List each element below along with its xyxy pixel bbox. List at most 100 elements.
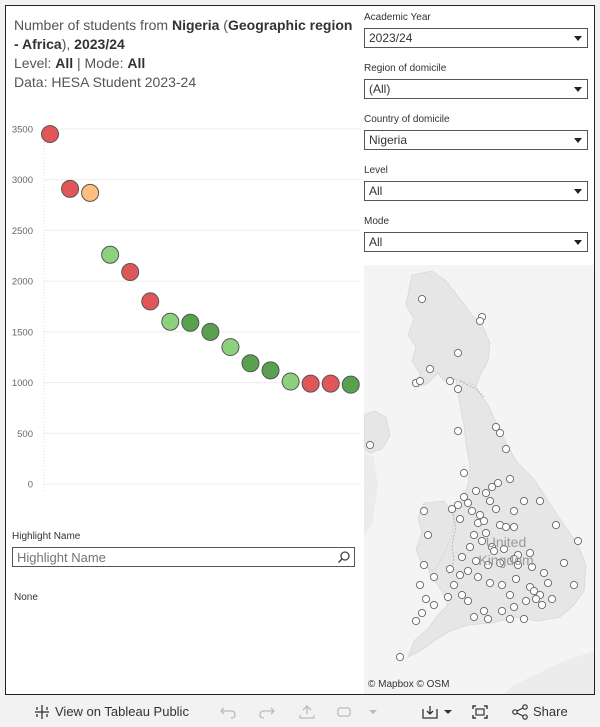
map-marker[interactable] <box>463 596 473 606</box>
chevron-down-icon[interactable] <box>574 189 582 194</box>
highlight-search-box[interactable] <box>12 547 355 567</box>
map-marker[interactable] <box>531 594 541 604</box>
data-point[interactable] <box>321 374 340 393</box>
map-marker[interactable] <box>453 500 463 510</box>
map-marker[interactable] <box>513 560 523 570</box>
map-marker[interactable] <box>459 492 469 502</box>
map-attribution[interactable]: © Mapbox © OSM <box>368 679 450 690</box>
data-point[interactable] <box>341 375 360 394</box>
data-point[interactable] <box>221 338 240 357</box>
data-point[interactable] <box>141 292 160 311</box>
map-marker[interactable] <box>419 560 429 570</box>
share-icon[interactable] <box>510 703 530 721</box>
map-marker[interactable] <box>493 478 503 488</box>
chevron-down-icon[interactable] <box>574 36 582 41</box>
filter-academic-year[interactable]: 2023/24 <box>364 28 588 48</box>
map-marker[interactable] <box>449 580 459 590</box>
map-marker[interactable] <box>467 506 477 516</box>
map-marker[interactable] <box>485 578 495 588</box>
map-marker[interactable] <box>445 376 455 386</box>
map-marker[interactable] <box>417 294 427 304</box>
undo-icon[interactable] <box>218 703 238 721</box>
uk-map[interactable]: United Kingdom © Mapbox © OSM <box>363 265 594 694</box>
data-point[interactable] <box>41 125 59 144</box>
map-marker[interactable] <box>365 440 375 450</box>
map-marker[interactable] <box>473 572 483 582</box>
data-point[interactable] <box>261 361 280 380</box>
map-marker[interactable] <box>487 482 497 492</box>
map-marker[interactable] <box>477 536 487 546</box>
map-marker[interactable] <box>497 580 507 590</box>
map-marker[interactable] <box>499 544 509 554</box>
filter-region-of-domicile[interactable]: (All) <box>364 79 588 99</box>
map-marker[interactable] <box>519 496 529 506</box>
map-marker[interactable] <box>481 488 491 498</box>
map-marker[interactable] <box>395 652 405 662</box>
search-icon[interactable] <box>337 550 351 564</box>
map-marker[interactable] <box>521 596 531 606</box>
map-marker[interactable] <box>453 384 463 394</box>
map-marker[interactable] <box>423 530 433 540</box>
download-icon[interactable] <box>420 703 440 721</box>
map-marker[interactable] <box>497 606 507 616</box>
map-marker[interactable] <box>505 614 515 624</box>
map-marker[interactable] <box>511 574 521 584</box>
map-marker[interactable] <box>419 506 429 516</box>
map-marker[interactable] <box>425 364 435 374</box>
map-marker[interactable] <box>453 426 463 436</box>
map-marker[interactable] <box>573 536 583 546</box>
map-marker[interactable] <box>445 564 455 574</box>
chevron-down-icon[interactable] <box>363 703 383 721</box>
share-button[interactable]: Share <box>533 704 568 719</box>
map-marker[interactable] <box>465 542 475 552</box>
map-marker[interactable] <box>547 594 557 604</box>
map-marker[interactable] <box>429 572 439 582</box>
map-canvas[interactable]: United Kingdom <box>363 265 594 694</box>
map-marker[interactable] <box>463 566 473 576</box>
map-marker[interactable] <box>527 562 537 572</box>
data-point[interactable] <box>241 354 260 373</box>
map-marker[interactable] <box>475 510 485 520</box>
map-marker[interactable] <box>519 614 529 624</box>
map-marker[interactable] <box>491 504 501 514</box>
map-marker[interactable] <box>539 568 549 578</box>
data-point[interactable] <box>281 372 300 391</box>
refresh-icon[interactable] <box>335 703 355 721</box>
highlight-input[interactable] <box>13 548 331 566</box>
map-marker[interactable] <box>429 600 439 610</box>
map-marker[interactable] <box>455 514 465 524</box>
map-marker[interactable] <box>489 546 499 556</box>
scatter-chart[interactable]: 3500 3000 2500 2000 1500 1000 500 0 <box>6 106 361 506</box>
map-marker[interactable] <box>483 614 493 624</box>
map-marker[interactable] <box>421 594 431 604</box>
map-marker[interactable] <box>509 602 519 612</box>
map-marker[interactable] <box>415 580 425 590</box>
map-marker[interactable] <box>471 556 481 566</box>
map-marker[interactable] <box>535 496 545 506</box>
map-marker[interactable] <box>463 498 473 508</box>
data-point[interactable] <box>301 374 320 393</box>
map-marker[interactable] <box>501 522 511 532</box>
map-marker[interactable] <box>501 444 511 454</box>
data-point[interactable] <box>81 183 100 202</box>
map-marker[interactable] <box>491 422 501 432</box>
map-marker[interactable] <box>455 570 465 580</box>
map-marker[interactable] <box>495 428 505 438</box>
map-marker[interactable] <box>453 348 463 358</box>
map-marker[interactable] <box>485 496 495 506</box>
revert-icon[interactable] <box>297 703 317 721</box>
map-marker[interactable] <box>505 590 515 600</box>
tableau-icon[interactable] <box>32 703 52 721</box>
map-marker[interactable] <box>459 468 469 478</box>
map-marker[interactable] <box>481 528 491 538</box>
map-marker[interactable] <box>509 554 519 564</box>
map-marker[interactable] <box>475 316 485 326</box>
map-marker[interactable] <box>443 592 453 602</box>
map-marker[interactable] <box>509 506 519 516</box>
redo-icon[interactable] <box>257 703 277 721</box>
map-marker[interactable] <box>559 558 569 568</box>
map-marker[interactable] <box>483 560 493 570</box>
data-point[interactable] <box>161 312 180 331</box>
chevron-down-icon[interactable] <box>574 87 582 92</box>
map-marker[interactable] <box>509 522 519 532</box>
